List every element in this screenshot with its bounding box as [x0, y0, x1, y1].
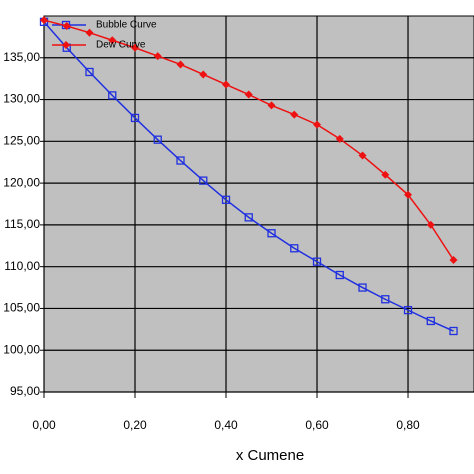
plot-area: [43, 15, 474, 393]
point: [358, 151, 367, 160]
point: [85, 28, 94, 37]
point: [335, 270, 344, 280]
x-axis-label: x Cumene: [236, 447, 304, 464]
point: [131, 43, 140, 52]
x-tick-label: 0,40: [214, 418, 238, 432]
point: [130, 113, 140, 123]
series-line: [43, 21, 454, 332]
point: [312, 257, 322, 266]
point: [267, 229, 276, 238]
point: [358, 283, 367, 292]
point: [290, 244, 299, 253]
point: [381, 170, 390, 179]
legend-label: Dew Curve: [96, 40, 146, 51]
point: [199, 70, 208, 79]
y-tick-label: 100,00: [3, 342, 40, 356]
point: [62, 22, 71, 31]
point: [313, 120, 322, 129]
y-tick-label: 115,00: [4, 217, 40, 231]
point: [244, 213, 253, 222]
point: [176, 60, 185, 69]
point: [40, 16, 48, 25]
point: [335, 134, 344, 143]
point: [62, 41, 70, 49]
point: [153, 135, 162, 144]
point: [404, 190, 413, 199]
point: [290, 110, 299, 119]
point: [381, 295, 390, 304]
point: [221, 195, 231, 204]
legend-label: Bubble Curve: [96, 20, 157, 31]
y-tick-label: 110,00: [4, 259, 40, 273]
y-tick-label: 95,00: [10, 384, 40, 398]
point: [153, 52, 162, 61]
point: [222, 80, 231, 89]
y-tick-label: 105,00: [3, 301, 40, 315]
point: [244, 90, 253, 99]
y-tick-label: 130,00: [3, 92, 40, 106]
x-tick-label: 0,00: [32, 418, 56, 432]
x-tick-label: 0,80: [396, 418, 420, 432]
point: [176, 156, 185, 165]
point: [85, 67, 94, 77]
point: [108, 36, 117, 45]
point: [449, 326, 458, 336]
x-tick-label: 0,20: [123, 418, 147, 432]
point: [108, 91, 117, 100]
y-tick-label: 135,00: [3, 50, 40, 64]
point: [267, 101, 276, 110]
y-tick-label: 120,00: [3, 175, 40, 189]
point: [426, 220, 435, 229]
y-tick-label: 125,00: [3, 134, 40, 148]
point: [449, 255, 458, 264]
point: [199, 176, 208, 185]
point: [426, 316, 435, 326]
x-tick-label: 0,60: [305, 418, 329, 432]
point: [403, 305, 413, 315]
